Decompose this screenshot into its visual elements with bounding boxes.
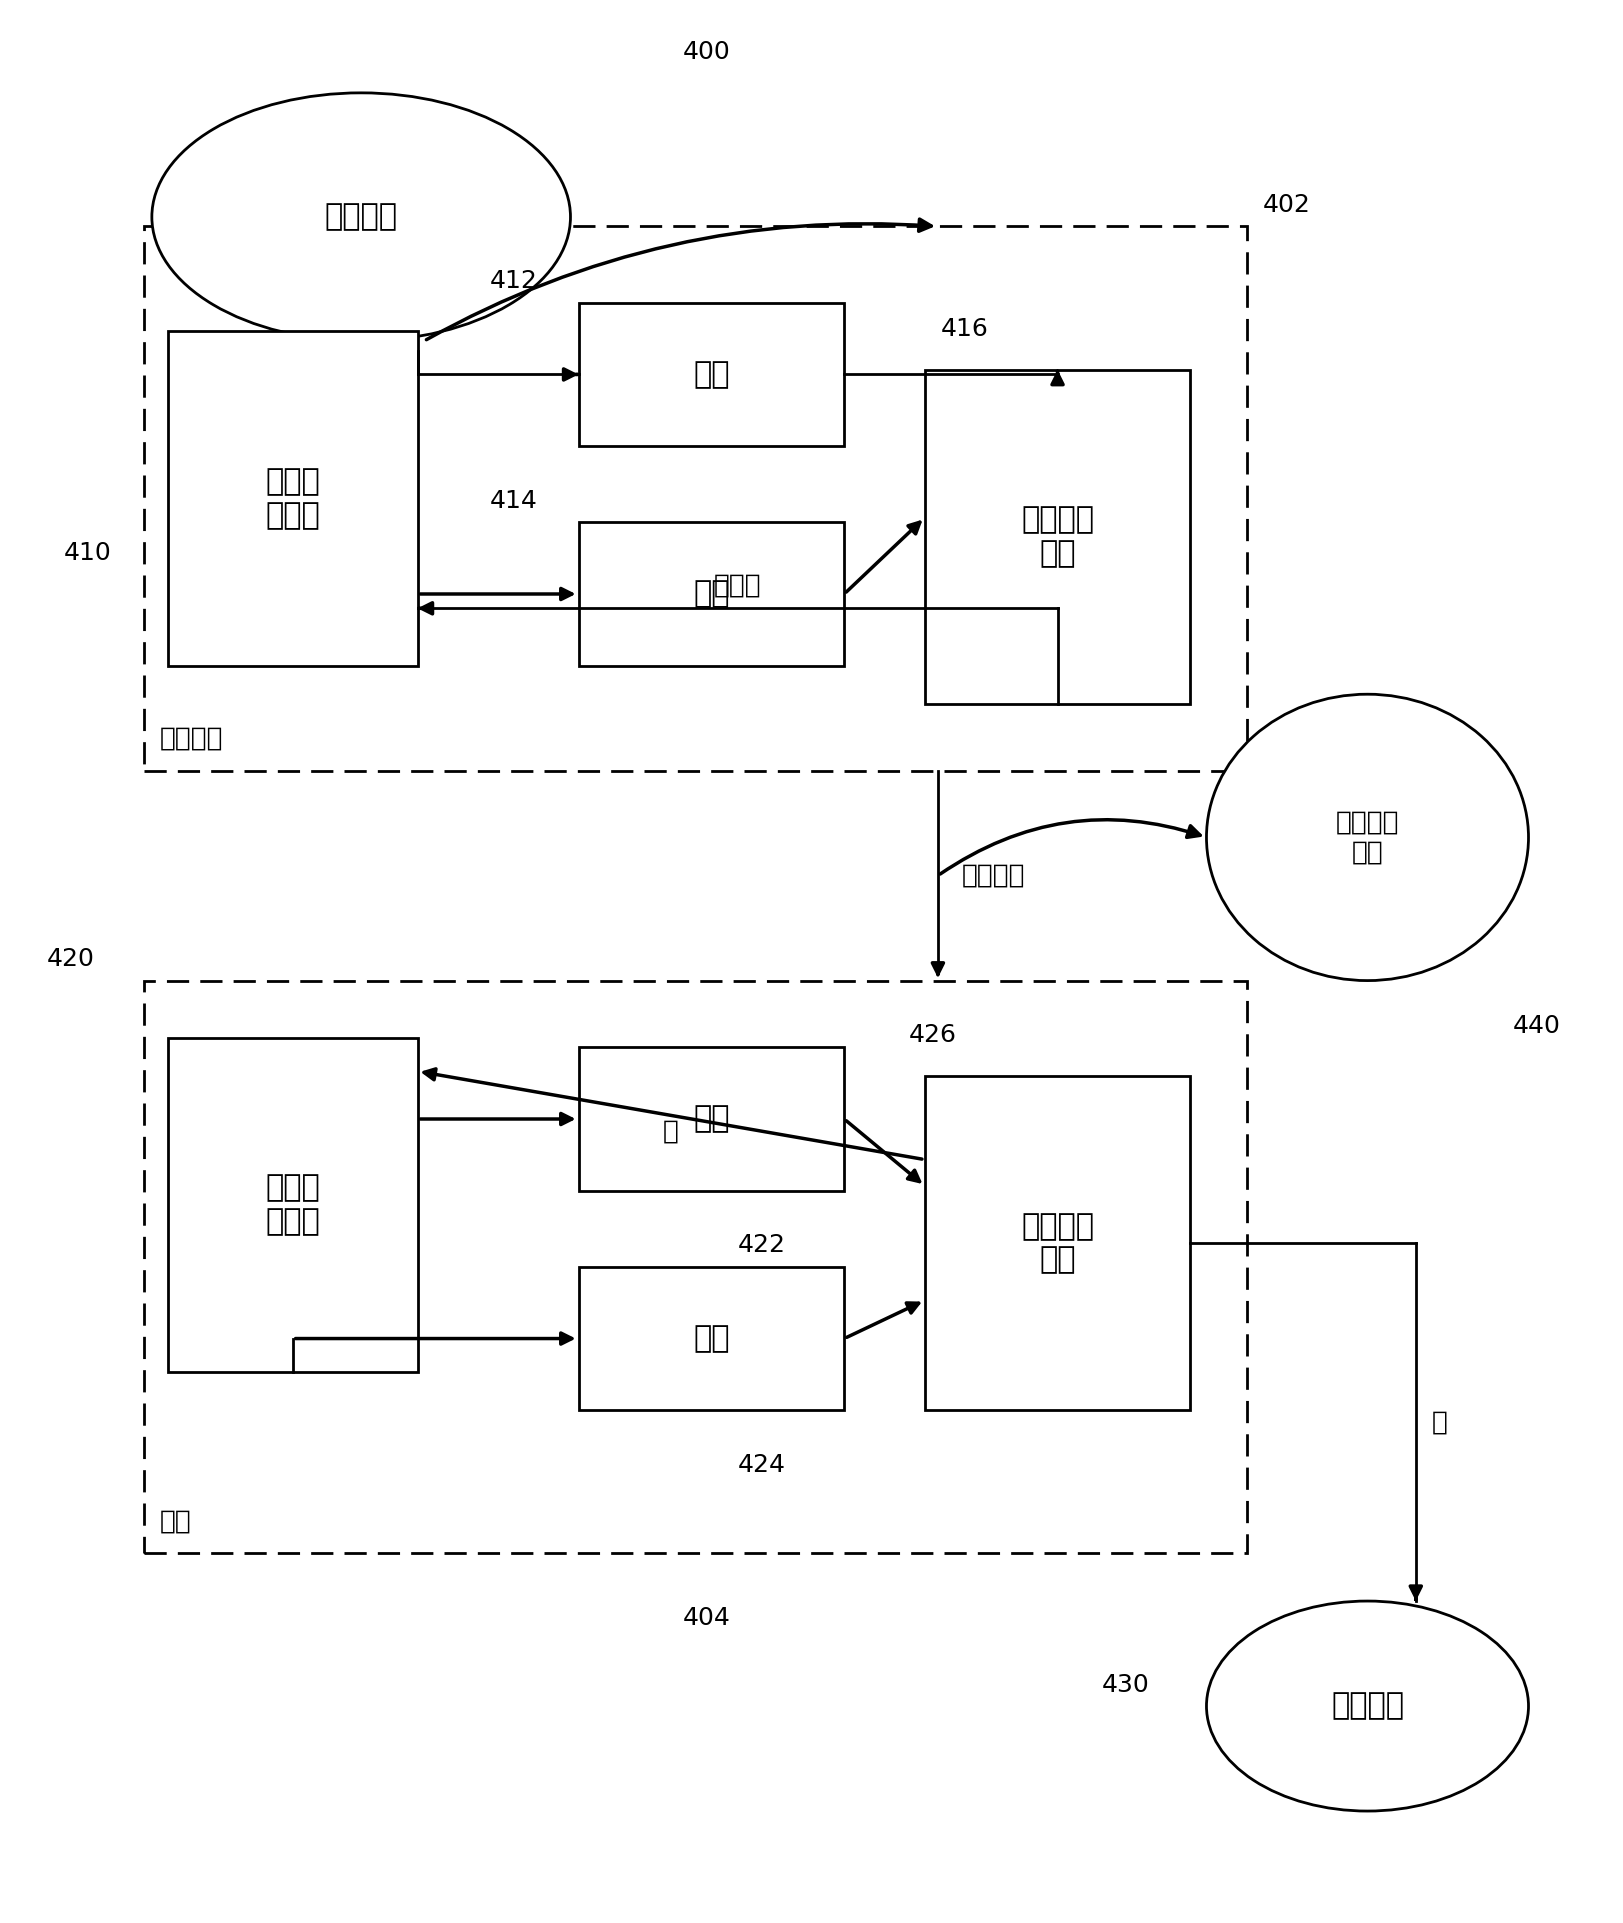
Text: 不再指示
疗法: 不再指示 疗法 (1334, 810, 1399, 865)
Text: 确认: 确认 (159, 1508, 192, 1535)
Text: 402: 402 (1263, 192, 1310, 217)
Ellipse shape (153, 92, 570, 340)
Bar (578, 1267, 844, 1410)
Text: 400: 400 (683, 40, 730, 63)
Text: 414: 414 (490, 488, 537, 513)
Text: 430: 430 (1100, 1673, 1149, 1696)
Text: 良性: 良性 (693, 1104, 729, 1133)
Text: 分析心
脏信号: 分析心 脏信号 (265, 1173, 320, 1236)
Bar (923, 369, 1190, 704)
Text: 准备就绪: 准备就绪 (961, 863, 1026, 888)
Text: 准备疗法: 准备疗法 (159, 725, 224, 752)
Text: 恶性: 恶性 (693, 579, 729, 608)
Text: 是: 是 (1431, 1410, 1446, 1435)
Text: 416: 416 (940, 317, 988, 340)
Text: 应用确认
标准: 应用确认 标准 (1021, 1211, 1094, 1275)
Text: 426: 426 (907, 1023, 956, 1048)
Bar (167, 331, 417, 665)
Text: 412: 412 (490, 269, 537, 294)
Text: 恶性: 恶性 (693, 1325, 729, 1354)
Text: 分析心
脏信号: 分析心 脏信号 (265, 467, 320, 531)
Bar (578, 523, 844, 665)
Text: 404: 404 (683, 1606, 730, 1629)
Text: 否: 否 (662, 1119, 678, 1144)
Bar (578, 1048, 844, 1190)
Text: 接下来: 接下来 (712, 573, 761, 598)
Bar (144, 981, 1246, 1554)
Bar (167, 1038, 417, 1371)
Text: 修改确认
标准: 修改确认 标准 (1021, 506, 1094, 567)
Text: 424: 424 (737, 1454, 786, 1477)
Text: 指示疗法: 指示疗法 (325, 202, 398, 231)
Text: 良性: 良性 (693, 360, 729, 388)
Bar (144, 227, 1246, 771)
Text: 410: 410 (63, 542, 110, 565)
Bar (923, 1077, 1190, 1410)
Bar (578, 302, 844, 446)
Text: 420: 420 (47, 946, 96, 971)
Ellipse shape (1206, 694, 1527, 981)
Text: 422: 422 (737, 1233, 786, 1258)
Text: 440: 440 (1511, 1013, 1560, 1038)
Ellipse shape (1206, 1602, 1527, 1811)
Text: 递送疗法: 递送疗法 (1331, 1692, 1404, 1721)
